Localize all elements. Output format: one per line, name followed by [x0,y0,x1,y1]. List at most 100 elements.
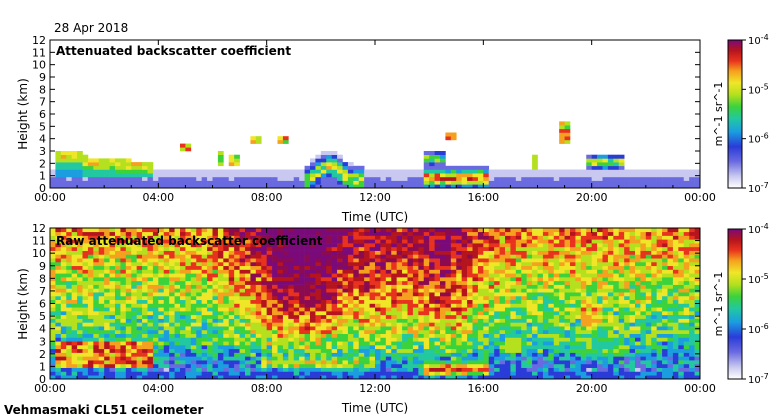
heatmap-cell [542,345,549,350]
heatmap-cell [591,295,598,301]
heatmap-cell [385,322,392,327]
heatmap-cell [71,154,78,159]
heatmap-cell [310,239,316,244]
heatmap-cell [320,158,327,163]
heatmap-cell [66,311,72,316]
heatmap-cell [488,322,495,327]
heatmap-cell [169,292,175,297]
heatmap-cell [477,337,484,342]
heatmap-cell [169,231,175,236]
heatmap-cell [499,246,506,251]
heatmap-cell [174,169,181,174]
heatmap-cell [347,277,354,282]
heatmap-cell [337,239,343,244]
heatmap-cell [50,292,56,297]
heatmap-cell [234,322,240,327]
heatmap-cell [136,280,143,285]
heatmap-cell [461,288,468,293]
heatmap-cell [87,337,94,342]
heatmap-cell [494,318,500,323]
heatmap-cell [385,295,392,301]
heatmap-cell [228,169,235,174]
heatmap-cell [461,360,468,365]
heatmap-cell [358,333,365,338]
heatmap-cell [180,284,186,289]
heatmap-cell [667,184,674,189]
heatmap-cell [293,243,300,248]
heatmap-cell [104,367,110,372]
heatmap-cell [196,176,202,181]
heatmap-cell [223,375,230,380]
heatmap-cell [694,184,701,189]
heatmap-cell [196,295,202,301]
heatmap-cell [407,367,414,372]
heatmap-cell [559,132,565,137]
heatmap-cell [55,363,62,368]
heatmap-cell [66,246,72,251]
heatmap-cell [564,303,571,308]
heatmap-cell [272,295,278,301]
heatmap-cell [228,333,235,338]
heatmap-cell [310,314,316,319]
heatmap-cell [250,258,257,263]
heatmap-cell [499,284,506,289]
heatmap-cell [50,333,56,338]
heatmap-cell [250,180,257,185]
heatmap-cell [163,371,170,376]
heatmap-cell [418,284,425,289]
heatmap-cells [50,228,701,380]
heatmap-cell [575,176,582,181]
heatmap-cell [396,337,403,342]
heatmap-cell [131,280,137,285]
colorbar [727,39,743,189]
heatmap-cell [450,314,457,319]
heatmap-cell [369,322,376,327]
heatmap-cell [347,231,354,236]
heatmap-cell [255,341,262,346]
heatmap-cell [288,348,295,353]
heatmap-cell [423,292,430,297]
heatmap-cell [467,254,473,259]
heatmap-cell [310,261,316,267]
heatmap-cell [347,318,354,323]
heatmap-cell [77,154,83,159]
heatmap-cell [548,239,555,244]
heatmap-cell [266,352,273,357]
heatmap-cell [364,280,370,285]
heatmap-cell [66,356,72,361]
heatmap-cell [152,295,159,301]
heatmap-cell [402,239,408,244]
heatmap-cell [353,311,360,316]
heatmap-cell [66,235,72,240]
heatmap-cell [185,254,192,259]
heatmap-cell [542,333,549,338]
heatmap-cell [407,307,414,312]
heatmap-cell [553,375,560,380]
heatmap-cell [407,246,414,251]
heatmap-cell [277,228,284,233]
heatmap-cell [575,254,582,259]
heatmap-cell [152,307,159,312]
heatmap-cell [223,333,230,338]
heatmap-cell [537,318,544,323]
heatmap-cell [55,314,62,319]
heatmap-cell [570,231,576,236]
heatmap-cell [331,173,338,178]
heatmap-cell [207,235,213,240]
heatmap-cell [50,228,56,233]
heatmap-cell [505,180,511,185]
heatmap-cell [50,303,56,308]
heatmap-cell [120,333,127,338]
heatmap-cell [575,228,582,233]
heatmap-cell [250,322,257,327]
heatmap-cell [50,314,56,319]
heatmap-cell [169,356,175,361]
heatmap-cell [559,243,565,248]
heatmap-cell [163,322,170,327]
heatmap-cell [239,307,246,312]
heatmap-cell [553,348,560,353]
heatmap-cell [385,231,392,236]
heatmap-cell [532,254,538,259]
heatmap-cell [412,265,419,270]
heatmap-cell [147,173,154,178]
